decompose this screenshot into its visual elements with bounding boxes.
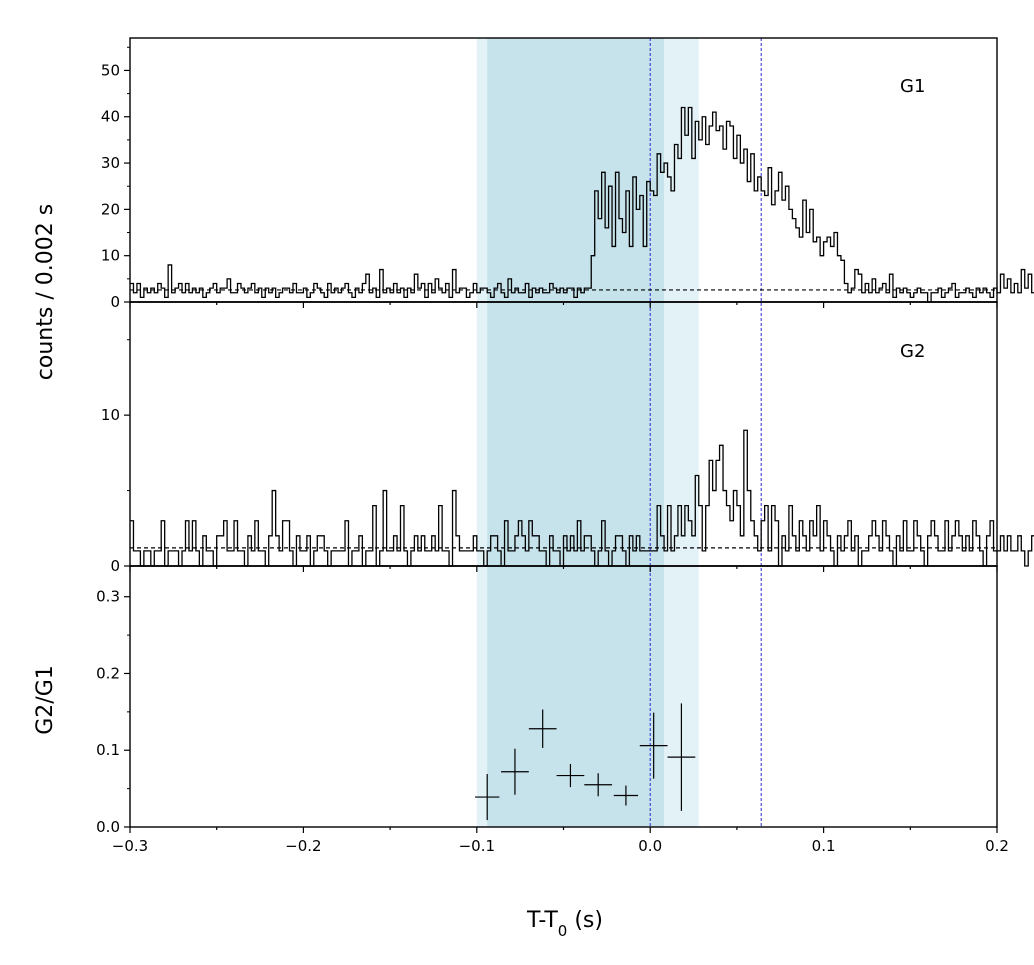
y-tick-label: 40 <box>101 108 120 126</box>
axes-layer <box>124 37 998 833</box>
ratio-point-2 <box>501 748 529 795</box>
histogram-g1 <box>130 106 1034 303</box>
y-tick-label: 20 <box>101 200 120 218</box>
y-tick-label: 30 <box>101 154 120 172</box>
x-axis-title-unit: (s) <box>567 908 603 933</box>
ratio-point-5 <box>584 773 613 797</box>
x-axis-title-main: T-T <box>526 908 558 933</box>
y-tick-label: 0.0 <box>96 818 120 836</box>
y-tick-label: 0.2 <box>96 664 120 682</box>
x-tick-label: −0.3 <box>112 837 148 855</box>
panel-label-g1: G1 <box>900 76 925 97</box>
x-tick-label: 0.1 <box>812 837 836 855</box>
background-layer <box>476 38 762 827</box>
shaded-region-inner <box>487 38 665 827</box>
x-tick-label: 0.0 <box>638 837 662 855</box>
ratio-point-3 <box>528 709 557 748</box>
ratio-point-8 <box>667 703 696 811</box>
x-axis-title-sub: 0 <box>558 922 568 940</box>
ratio-point-7 <box>639 712 668 779</box>
panel-label-g2: G2 <box>900 341 925 362</box>
x-tick-label: −0.1 <box>459 837 495 855</box>
y-tick-label: 0 <box>110 557 120 575</box>
y-tick-label: 10 <box>101 247 120 265</box>
y-tick-label: 50 <box>101 61 120 79</box>
y-tick-label: 0.1 <box>96 741 120 759</box>
y-tick-label: 10 <box>101 406 120 424</box>
y-axis-title-ratio: G2/G1 <box>33 665 58 735</box>
x-tick-label: −0.2 <box>285 837 321 855</box>
y-tick-label: 0 <box>110 293 120 311</box>
ratio-point-6 <box>613 785 639 806</box>
text-layer: G1 G2 counts / 0.002 s G2/G1 T-T0 (s) 01… <box>33 61 1009 940</box>
ratio-point-4 <box>556 764 585 788</box>
x-axis-title: T-T0 (s) <box>526 908 603 940</box>
data-layer <box>130 106 1034 821</box>
ratio-point-1 <box>475 774 500 821</box>
x-tick-label: 0.2 <box>985 837 1009 855</box>
y-axis-title-counts: counts / 0.002 s <box>33 204 58 380</box>
y-tick-label: 0.3 <box>96 588 120 606</box>
